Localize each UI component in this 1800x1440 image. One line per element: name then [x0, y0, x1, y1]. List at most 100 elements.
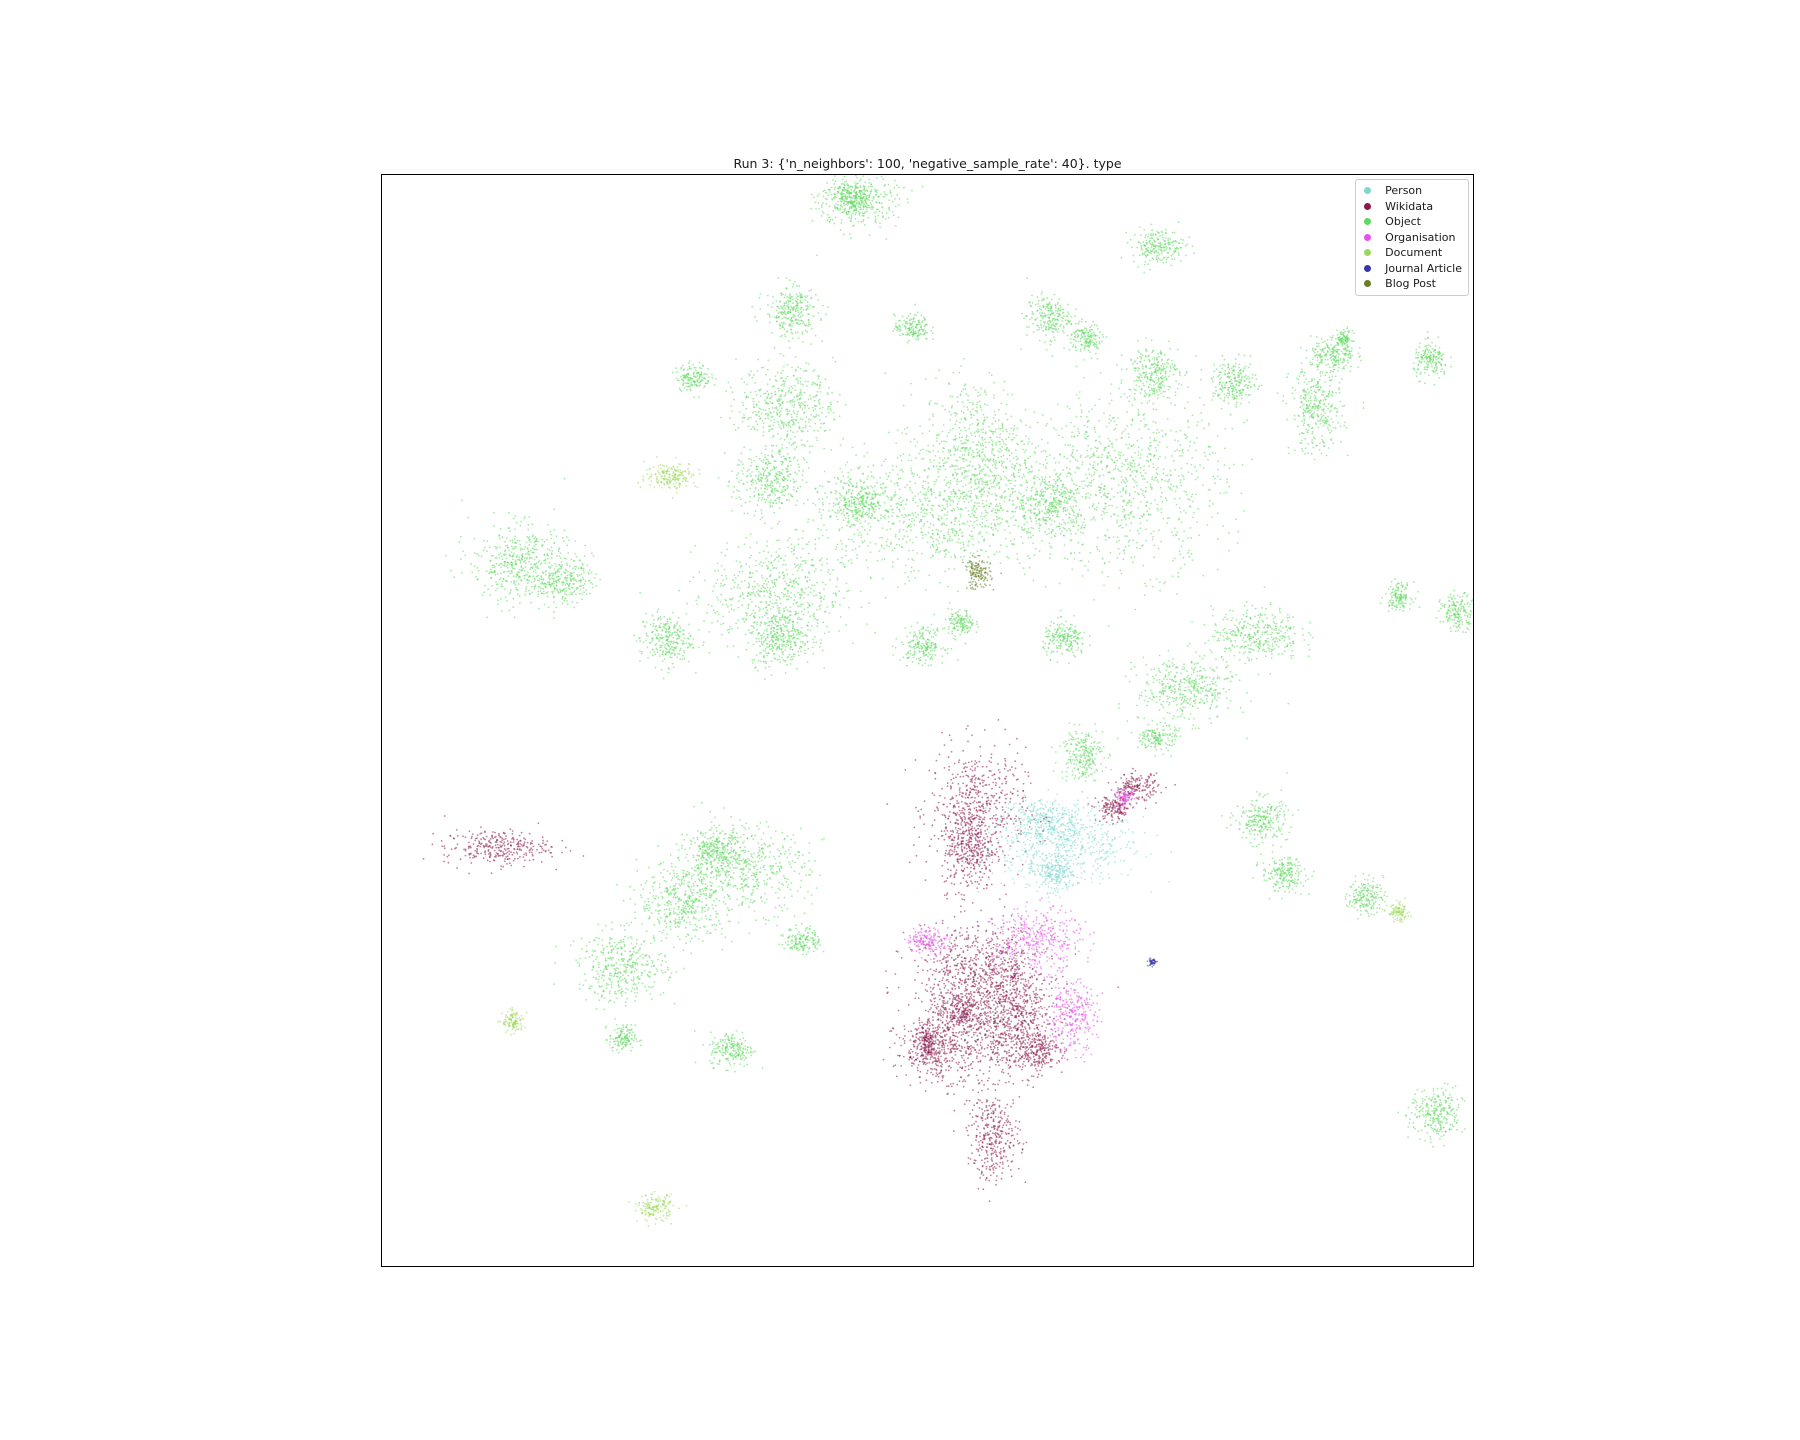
- point: [986, 1036, 989, 1039]
- point: [978, 1013, 981, 1016]
- point: [523, 844, 525, 846]
- point: [953, 915, 956, 918]
- point: [1118, 819, 1121, 822]
- point: [1149, 790, 1152, 793]
- point: [970, 834, 972, 837]
- point: [962, 1021, 965, 1024]
- point: [971, 777, 973, 780]
- point: [1123, 859, 1125, 862]
- point: [1006, 860, 1009, 862]
- point: [496, 839, 499, 842]
- point: [977, 858, 979, 861]
- point: [980, 997, 983, 1000]
- point: [985, 963, 987, 966]
- point: [1027, 1058, 1030, 1061]
- point: [1024, 796, 1027, 799]
- point: [1146, 778, 1149, 781]
- point: [978, 831, 980, 834]
- point: [1058, 826, 1060, 828]
- point: [1031, 1003, 1033, 1005]
- point: [1023, 1008, 1025, 1010]
- point: [1127, 840, 1130, 843]
- point: [1110, 815, 1113, 817]
- point: [943, 1049, 946, 1051]
- point: [1066, 822, 1069, 825]
- point: [1081, 838, 1084, 840]
- point: [1032, 810, 1034, 812]
- point: [1016, 1041, 1018, 1043]
- point: [953, 848, 956, 851]
- point: [1061, 808, 1063, 811]
- point: [1058, 834, 1061, 837]
- point: [1040, 874, 1043, 877]
- point: [941, 919, 944, 922]
- point: [1106, 832, 1108, 835]
- point: [542, 842, 544, 845]
- point: [960, 1018, 963, 1021]
- point: [989, 817, 992, 820]
- point: [1055, 864, 1058, 867]
- point: [1024, 985, 1027, 988]
- point: [924, 959, 926, 961]
- point: [1073, 824, 1076, 827]
- point: [517, 845, 519, 848]
- point: [995, 830, 997, 833]
- point: [511, 838, 513, 840]
- point: [476, 834, 479, 837]
- point: [971, 1019, 974, 1022]
- point: [982, 781, 984, 784]
- point: [956, 812, 959, 814]
- point: [1031, 827, 1033, 830]
- point: [1018, 1096, 1021, 1098]
- point: [991, 999, 994, 1002]
- point: [938, 1047, 941, 1050]
- point: [1022, 811, 1024, 813]
- point: [991, 1132, 994, 1135]
- point: [955, 1015, 957, 1018]
- point: [1100, 844, 1103, 847]
- point: [486, 843, 488, 846]
- point: [1005, 951, 1008, 954]
- point: [966, 858, 968, 861]
- point: [1136, 850, 1139, 852]
- point: [916, 1067, 919, 1069]
- point: [922, 1047, 925, 1049]
- point: [1013, 952, 1016, 955]
- point: [1031, 814, 1033, 816]
- point: [984, 729, 986, 731]
- point: [912, 844, 915, 846]
- point: [970, 855, 973, 857]
- point: [1046, 892, 1049, 894]
- point: [971, 769, 974, 772]
- point: [988, 878, 990, 881]
- point: [1034, 1067, 1037, 1070]
- point: [982, 850, 985, 853]
- point: [988, 864, 991, 866]
- point: [985, 811, 987, 814]
- point: [1004, 763, 1006, 766]
- point: [1024, 990, 1027, 993]
- point: [440, 840, 443, 842]
- point: [1045, 871, 1048, 874]
- point: [1035, 837, 1038, 839]
- point: [1071, 841, 1074, 844]
- point: [969, 956, 972, 959]
- point: [512, 851, 515, 854]
- point: [1006, 1118, 1009, 1120]
- point: [1130, 775, 1133, 778]
- point: [1027, 815, 1030, 818]
- point: [982, 1020, 984, 1023]
- point: [986, 884, 988, 886]
- point: [960, 836, 963, 839]
- point: [1134, 781, 1137, 783]
- point: [1078, 830, 1081, 833]
- point: [1039, 1033, 1042, 1035]
- point: [1030, 1075, 1033, 1077]
- point: [561, 851, 563, 854]
- point: [1138, 777, 1140, 779]
- point: [949, 965, 952, 968]
- point: [931, 1036, 933, 1039]
- point: [975, 814, 978, 817]
- point: [933, 958, 935, 960]
- point: [975, 958, 978, 961]
